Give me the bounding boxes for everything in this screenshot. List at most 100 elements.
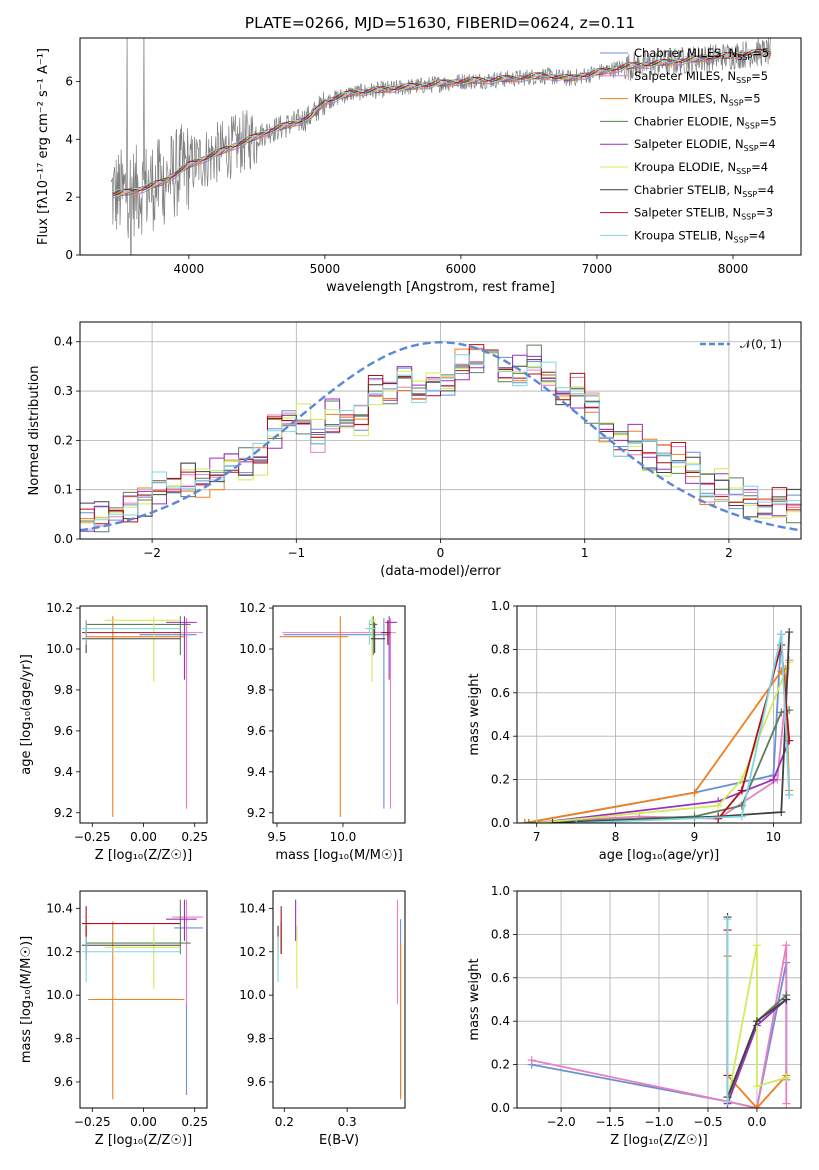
y-tick-label: 1.0 <box>491 884 510 898</box>
mass-weight-point <box>752 1104 761 1108</box>
axes-frame-mass-vs-ebv <box>272 890 406 1109</box>
legend-entry: Salpeter ELODIE, NSSP=4 <box>634 137 776 153</box>
legend-nssp: 5 <box>761 69 768 83</box>
legend-nssp: 3 <box>766 206 773 220</box>
y-tick-label: 0.8 <box>491 642 510 656</box>
x-tick-label: 7 <box>533 830 541 844</box>
mass-weight-point <box>752 1082 761 1091</box>
y-tick-label: 10.2 <box>239 945 266 959</box>
y-tick-label: 9.2 <box>247 806 266 820</box>
axes-mass-vs-Z: −0.25 0.00 0.25 9.6 9.8 10.0 10.2 10.4 Z [log₁₀(… <box>19 901 208 1148</box>
mass-weight-point <box>777 630 786 639</box>
mass-weight-point <box>532 819 541 823</box>
y-tick-label: 9.8 <box>247 683 266 697</box>
mass-weight-point <box>737 786 746 795</box>
axes-mass-weight-vs-age: 7 8 9 10 0.0 0.2 0.4 0.6 0.8 1.0 age [log₁₀(age/yr… <box>467 599 801 863</box>
x-tick-label: 10 <box>766 830 781 844</box>
x-tick-label: 6000 <box>446 262 477 276</box>
legend-nssp: 4 <box>768 137 775 151</box>
y-tick-label: 0.0 <box>54 532 73 546</box>
y-tick-label: 0.4 <box>54 335 73 349</box>
y-tick-label: 9.6 <box>54 1075 73 1089</box>
gaussian-reference-curve <box>80 340 801 532</box>
x-tick-label: 0.00 <box>130 1115 157 1129</box>
legend-nssp: 5 <box>769 114 776 128</box>
x-tick-label: −2 <box>143 546 161 560</box>
y-tick-label: 10.4 <box>239 901 266 915</box>
legend-entry: Kroupa ELODIE, NSSP=4 <box>634 160 768 176</box>
legend-name: Chabrier MILES <box>634 46 721 60</box>
legend-name: Kroupa ELODIE <box>634 160 720 174</box>
legend-entry: Salpeter MILES, NSSP=5 <box>634 69 768 85</box>
y-axis-label: mass [log₁₀(M/M☉)] <box>19 936 34 1063</box>
x-axis-label: age [log₁₀(age/yr)] <box>599 848 720 863</box>
mass-weight-point <box>548 819 557 823</box>
legend-entry: 𝒩(0, 1) <box>740 337 782 351</box>
y-axis-label: age [log₁₀(age/yr)] <box>19 654 34 775</box>
x-tick-label: 8 <box>612 830 620 844</box>
legend-name: Salpeter STELIB <box>634 206 725 220</box>
plot-area-mass-vs-ebv <box>277 899 402 1100</box>
model-spectrum-line <box>112 48 772 193</box>
x-tick-label: 0.3 <box>338 1115 357 1129</box>
mass-weight-point <box>777 708 786 717</box>
y-tick-label: 4 <box>65 132 73 146</box>
axes-mass-vs-ebv: 0.2 0.3 9.6 9.8 10.0 10.2 10.4 E(B-V) <box>239 901 359 1148</box>
mass-weight-point <box>752 941 761 950</box>
x-axis-label: Z [log₁₀(Z/Z☉)] <box>95 1133 192 1148</box>
mass-weight-point <box>723 915 732 924</box>
y-tick-label: 10.0 <box>239 642 266 656</box>
y-tick-label: 0.0 <box>491 1101 510 1115</box>
legend-name: Salpeter ELODIE <box>634 137 728 151</box>
y-tick-label: 10.2 <box>239 601 266 615</box>
y-tick-label: 9.2 <box>54 806 73 820</box>
x-axis-label: Z [log₁₀(Z/Z☉)] <box>95 848 192 863</box>
y-tick-label: 1.0 <box>491 599 510 613</box>
plot-area-mass-weight-vs-Z <box>527 913 791 1108</box>
y-tick-label: 10.2 <box>46 945 73 959</box>
mass-weight-point <box>524 819 533 823</box>
mass-weight-point <box>785 658 794 667</box>
y-tick-label: 0.4 <box>491 1014 510 1028</box>
y-tick-label: 9.8 <box>247 1032 266 1046</box>
legend-name: Chabrier ELODIE <box>634 114 729 128</box>
y-axis-label: Normed distribution <box>27 366 42 496</box>
y-tick-label: 9.4 <box>54 765 73 779</box>
x-axis-label: E(B-V) <box>319 1133 359 1148</box>
mass-weight-point <box>785 628 794 637</box>
y-tick-label: 0.6 <box>491 686 510 700</box>
mass-weight-point <box>714 801 723 810</box>
y-tick-label: 0.1 <box>54 483 73 497</box>
y-tick-label: 9.8 <box>54 1032 73 1046</box>
x-tick-label: −0.5 <box>693 1115 722 1129</box>
mass-weight-point <box>777 808 786 817</box>
axes-age-vs-mass: 9.5 10.0 9.2 9.4 9.6 9.8 10.0 10.2 mass [log₁₀(M… <box>239 601 402 863</box>
x-tick-label: 4000 <box>174 262 205 276</box>
y-tick-label: 9.6 <box>247 724 266 738</box>
y-tick-label: 9.4 <box>247 765 266 779</box>
mass-weight-point <box>782 1099 791 1108</box>
y-tick-label: 9.6 <box>54 724 73 738</box>
y-tick-label: 10.0 <box>46 642 73 656</box>
mass-weight-line <box>717 644 791 820</box>
x-tick-label: 5000 <box>310 262 341 276</box>
axes-frame-spectrum <box>79 37 802 256</box>
y-tick-label: 9.8 <box>54 683 73 697</box>
axes-spectrum: 4000 5000 6000 7000 8000 0 2 4 6 wavelength [Angs… <box>36 48 748 295</box>
y-tick-label: 0.3 <box>54 384 73 398</box>
y-tick-label: 6 <box>65 74 73 88</box>
axes-frame-mass-vs-Z <box>79 890 208 1109</box>
x-axis-label: (data-model)/error <box>380 564 501 579</box>
y-tick-label: 10.0 <box>239 988 266 1002</box>
legend-entry: Kroupa STELIB, NSSP=4 <box>634 228 766 244</box>
y-tick-label: 10.2 <box>46 601 73 615</box>
legend-nssp: 4 <box>767 183 774 197</box>
x-tick-label: 0.0 <box>747 1115 766 1129</box>
x-tick-label: 1 <box>581 546 589 560</box>
spectrum-legend: Chabrier MILES, NSSP=5 Salpeter MILES, NS… <box>600 46 777 244</box>
x-axis-label: wavelength [Angstrom, rest frame] <box>326 280 555 295</box>
x-tick-label: −1 <box>287 546 305 560</box>
x-tick-label: −1.0 <box>644 1115 673 1129</box>
mass-weight-line <box>726 945 787 1102</box>
x-tick-label: 0.00 <box>130 830 157 844</box>
